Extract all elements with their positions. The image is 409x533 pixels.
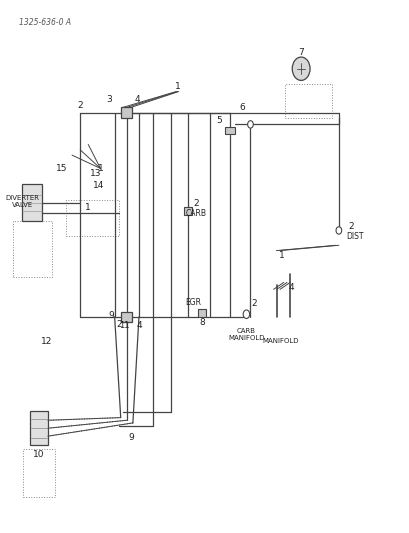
Text: 12: 12 <box>41 337 52 346</box>
Text: 2: 2 <box>348 222 353 231</box>
Text: 5: 5 <box>216 116 221 125</box>
Text: 2: 2 <box>77 101 83 110</box>
Text: 6: 6 <box>239 103 245 112</box>
Text: 8: 8 <box>198 318 204 327</box>
Bar <box>121 108 132 118</box>
Circle shape <box>292 57 309 80</box>
Text: 4: 4 <box>288 283 294 292</box>
Text: DIVERTER
VALVE: DIVERTER VALVE <box>6 195 40 208</box>
Circle shape <box>247 120 253 128</box>
Text: 3: 3 <box>106 95 112 104</box>
Text: 1: 1 <box>279 252 284 261</box>
Text: 15: 15 <box>56 164 67 173</box>
Circle shape <box>335 227 341 234</box>
Text: 7: 7 <box>298 49 303 58</box>
Bar <box>22 449 55 497</box>
Text: 1: 1 <box>174 82 180 91</box>
Text: 1: 1 <box>97 164 103 173</box>
Bar <box>22 184 43 221</box>
Text: CARB
MANIFOLD: CARB MANIFOLD <box>228 328 264 341</box>
Text: DIST: DIST <box>345 232 362 241</box>
Text: 9: 9 <box>108 311 114 320</box>
Text: CARB: CARB <box>185 209 206 218</box>
Text: 13: 13 <box>90 169 101 178</box>
Bar <box>225 126 234 134</box>
Bar <box>183 207 191 215</box>
Bar <box>66 200 119 236</box>
Bar <box>13 221 52 277</box>
Text: 11: 11 <box>119 321 130 330</box>
Text: 4: 4 <box>134 95 139 104</box>
Text: 1: 1 <box>84 203 90 212</box>
Bar <box>121 312 132 322</box>
Text: 4: 4 <box>136 321 142 330</box>
Text: MANIFOLD: MANIFOLD <box>262 338 299 344</box>
Circle shape <box>243 310 249 318</box>
Bar <box>197 309 205 317</box>
Bar <box>284 84 331 118</box>
Text: 10: 10 <box>33 450 45 459</box>
Text: EGR: EGR <box>184 298 200 307</box>
Text: 2: 2 <box>116 320 121 329</box>
Text: 14: 14 <box>92 181 104 190</box>
Text: 1325-636-0 A: 1325-636-0 A <box>19 18 71 27</box>
Text: 2: 2 <box>250 299 256 308</box>
Text: 9: 9 <box>128 433 133 442</box>
Bar <box>29 411 48 446</box>
Text: 2: 2 <box>193 199 198 208</box>
